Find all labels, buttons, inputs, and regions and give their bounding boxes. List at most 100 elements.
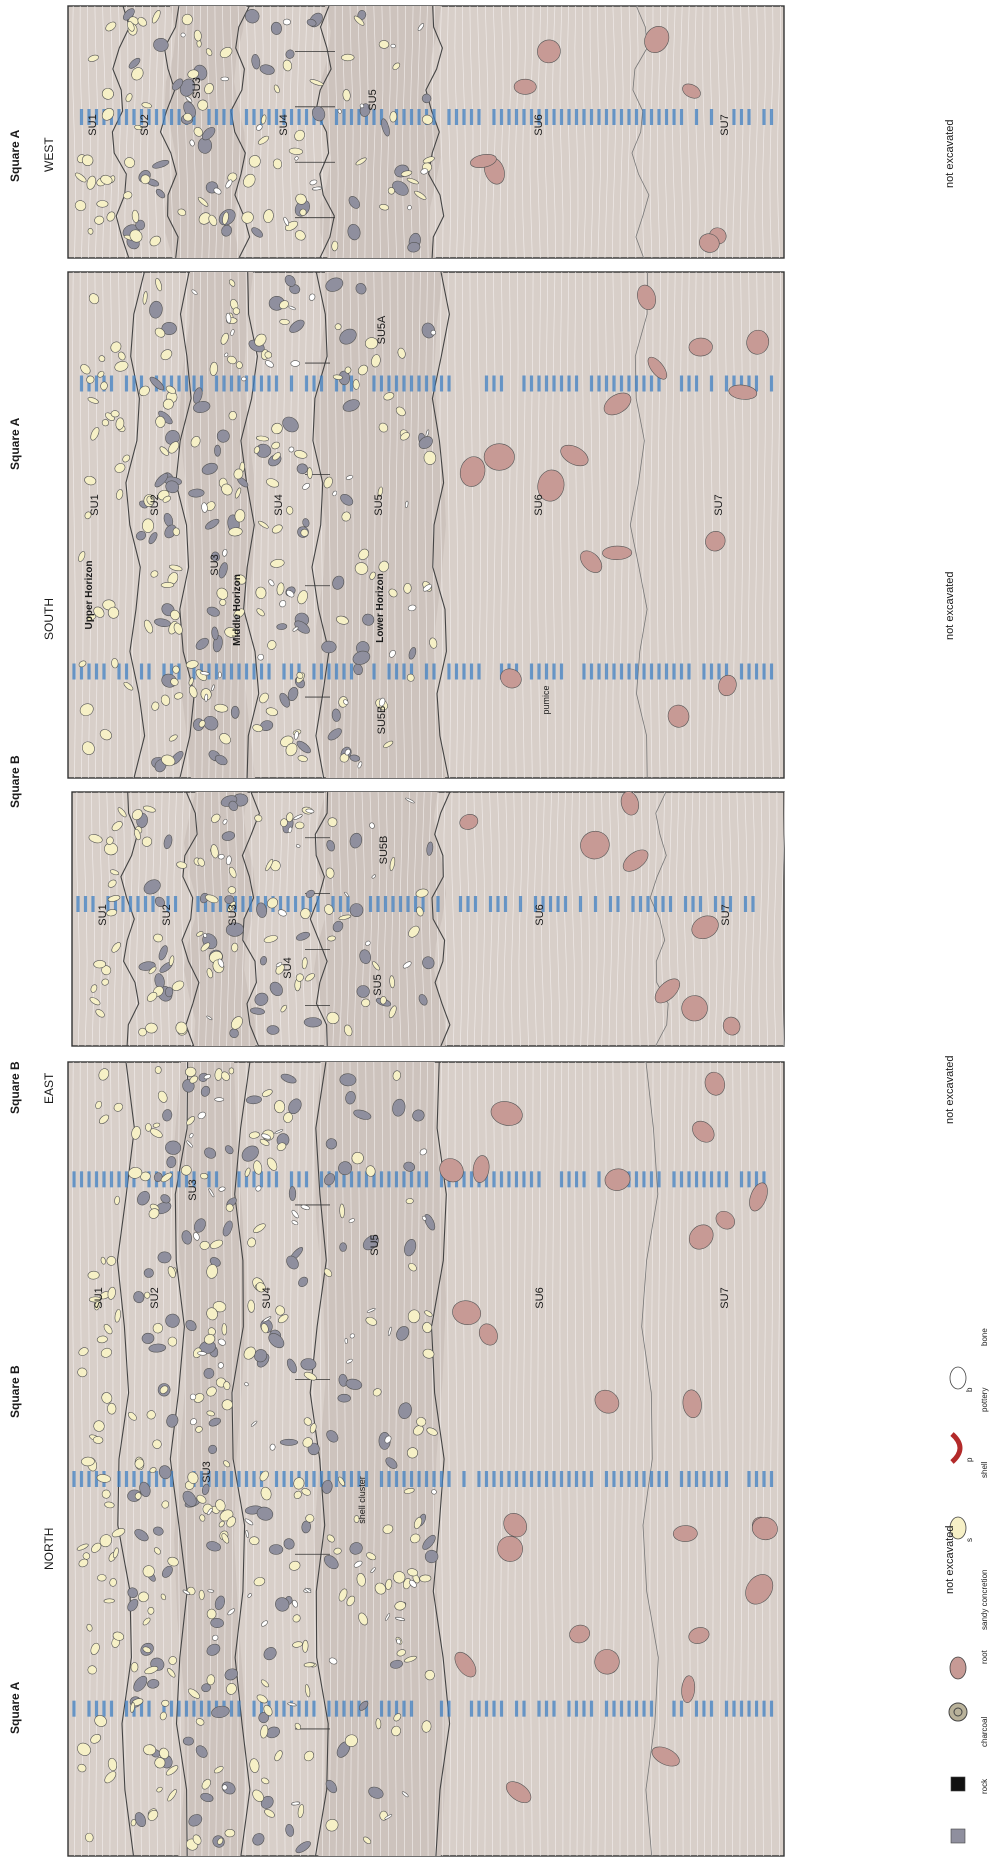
spit-line bbox=[428, 791, 433, 1047]
shell-inclusion bbox=[365, 337, 378, 350]
shell-inclusion bbox=[382, 1524, 394, 1534]
xu-label-mark bbox=[724, 1700, 729, 1717]
spit-line bbox=[259, 5, 264, 259]
shell-inclusion bbox=[378, 40, 390, 49]
bone-inclusion bbox=[359, 103, 365, 109]
shell-inclusion bbox=[260, 1323, 269, 1334]
shell-inclusion bbox=[86, 1623, 93, 1632]
rock-inclusion bbox=[412, 1109, 425, 1122]
rock-inclusion bbox=[337, 1393, 351, 1403]
shell-inclusion bbox=[327, 935, 336, 942]
rock-inclusion bbox=[228, 800, 239, 811]
xu-label-mark bbox=[548, 896, 553, 912]
xu-label-mark bbox=[646, 896, 650, 912]
spit-line bbox=[196, 791, 200, 1047]
xu-label-mark bbox=[319, 375, 324, 392]
xu-label-mark bbox=[754, 375, 759, 392]
shell-inclusion bbox=[277, 1314, 289, 1324]
west-side-label: WEST bbox=[42, 137, 56, 172]
xu-label-mark bbox=[252, 375, 256, 392]
annotation-label: shell cluster bbox=[357, 1476, 367, 1524]
shell-inclusion bbox=[234, 509, 246, 523]
rock-inclusion bbox=[285, 49, 295, 59]
spit-line bbox=[357, 5, 361, 259]
spit-line bbox=[589, 5, 594, 259]
xu-label-mark bbox=[267, 375, 271, 392]
shell-inclusion bbox=[371, 354, 381, 368]
bone-inclusion bbox=[294, 156, 299, 161]
bone-inclusion bbox=[191, 289, 198, 295]
bone-inclusion bbox=[182, 1589, 191, 1595]
unit-boundary bbox=[425, 5, 445, 259]
shell-inclusion bbox=[142, 518, 154, 533]
xu-label-mark bbox=[372, 1171, 376, 1188]
spit-line bbox=[597, 1061, 601, 1857]
shell-inclusion bbox=[170, 678, 179, 686]
spit-line bbox=[612, 271, 616, 779]
bone-inclusion bbox=[255, 1185, 262, 1192]
xu-label-mark bbox=[642, 109, 646, 125]
xu-label-mark bbox=[229, 1700, 234, 1717]
shell-inclusion bbox=[221, 1071, 230, 1081]
rock-inclusion bbox=[193, 401, 211, 413]
shell-inclusion bbox=[156, 1786, 163, 1793]
shell-inclusion bbox=[293, 1477, 305, 1490]
xu-label-mark bbox=[387, 1700, 391, 1717]
xu-label-mark bbox=[368, 896, 373, 912]
bone-inclusion bbox=[250, 1420, 258, 1427]
spit-line bbox=[627, 5, 631, 259]
shell-inclusion bbox=[263, 1704, 273, 1716]
spit-line bbox=[507, 271, 511, 779]
shell-inclusion bbox=[152, 1122, 161, 1128]
unit-label-su3: SU3 bbox=[187, 1179, 199, 1200]
shell-inclusion bbox=[106, 1256, 117, 1266]
spit-line bbox=[447, 1061, 451, 1857]
shell-inclusion bbox=[227, 886, 237, 894]
shell-inclusion bbox=[144, 1291, 151, 1299]
xu-label-mark bbox=[241, 896, 245, 912]
xu-label-mark bbox=[402, 375, 406, 392]
shell-inclusion bbox=[406, 673, 415, 682]
xu-label-mark bbox=[466, 896, 470, 912]
spit-line bbox=[79, 271, 84, 779]
spit-line bbox=[747, 5, 751, 258]
spit-line bbox=[623, 791, 628, 1047]
xu-label-mark bbox=[387, 1171, 391, 1188]
sandy-concretion-inclusion bbox=[459, 456, 486, 487]
south-not-excavated: not excavated bbox=[944, 571, 956, 641]
east-not-excavated: not excavated bbox=[944, 1055, 956, 1125]
legend-bone-swatch bbox=[949, 1366, 967, 1390]
shell-inclusion bbox=[77, 1763, 87, 1773]
spit-line bbox=[646, 791, 650, 1047]
xu-label-mark bbox=[394, 663, 399, 680]
xu-label-mark bbox=[184, 1700, 189, 1717]
shell-inclusion bbox=[95, 1100, 103, 1110]
spit-line bbox=[522, 271, 526, 779]
spit-line bbox=[556, 791, 560, 1047]
rock-inclusion bbox=[165, 1140, 182, 1155]
xu-label-mark bbox=[102, 1171, 106, 1188]
xu-label-mark bbox=[169, 663, 174, 680]
spit-line bbox=[312, 1061, 316, 1857]
xu-label-mark bbox=[567, 109, 571, 125]
spit-line bbox=[327, 1061, 331, 1857]
bone-inclusion bbox=[206, 1508, 213, 1516]
rock-inclusion bbox=[349, 754, 361, 762]
rock-inclusion bbox=[241, 1145, 259, 1162]
sandy-concretion-inclusion bbox=[705, 531, 726, 552]
spit-line bbox=[94, 271, 99, 779]
xu-label-mark bbox=[597, 663, 601, 680]
shell-inclusion bbox=[192, 1834, 202, 1845]
xu-label-mark bbox=[721, 896, 725, 912]
shell-inclusion bbox=[300, 528, 309, 537]
xu-label-mark bbox=[582, 1171, 586, 1188]
xu-label-mark bbox=[244, 1471, 249, 1487]
shell-inclusion bbox=[111, 821, 123, 832]
shell-inclusion bbox=[82, 1552, 91, 1560]
rock-inclusion bbox=[345, 1091, 356, 1105]
spit-line bbox=[349, 5, 354, 259]
rock-inclusion bbox=[266, 1025, 280, 1035]
shell-inclusion bbox=[107, 879, 117, 888]
shell-inclusion bbox=[197, 196, 209, 207]
